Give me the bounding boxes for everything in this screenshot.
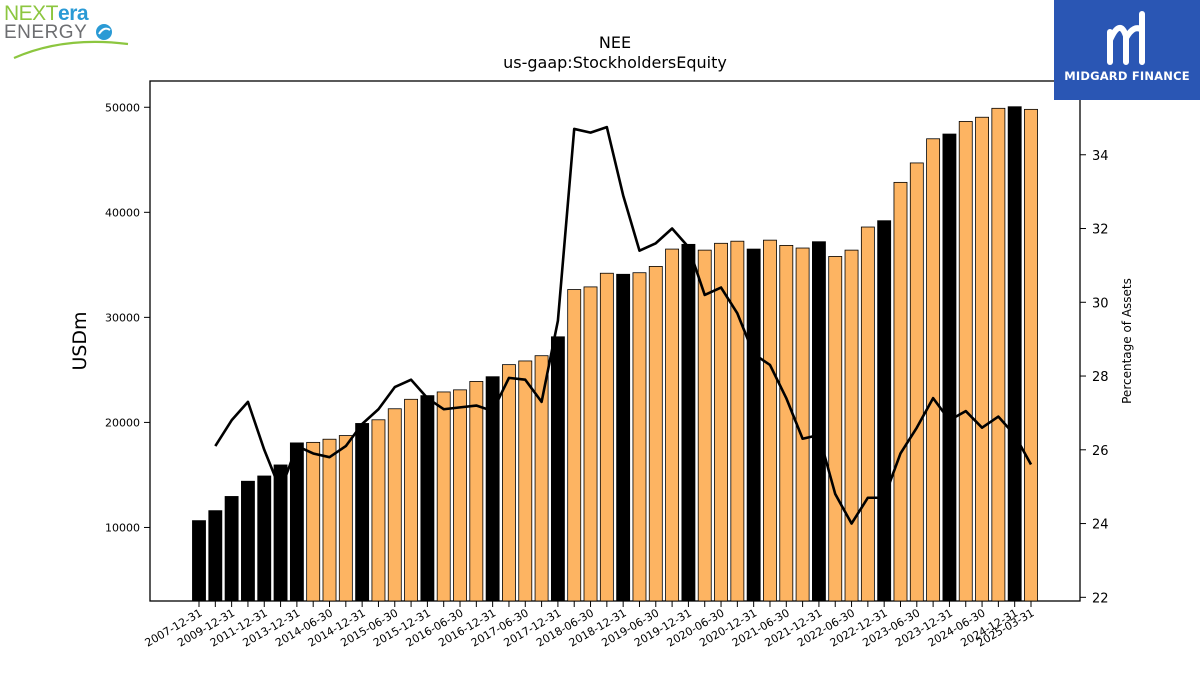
bar: [616, 273, 631, 602]
bar: [812, 241, 826, 602]
bar: [371, 419, 386, 602]
bar: [1024, 108, 1038, 602]
bar: [763, 239, 777, 602]
bar: [502, 364, 516, 602]
bar: [958, 121, 973, 602]
bar: [208, 510, 223, 602]
y-tick-label: 50000: [105, 101, 140, 114]
bar: [518, 360, 533, 602]
bar: [338, 435, 353, 602]
bar: [289, 442, 304, 602]
bar: [534, 355, 549, 602]
bar: [860, 226, 875, 602]
bar: [599, 272, 614, 602]
y-axis-label: USDm: [69, 311, 91, 370]
plot-frame: [149, 80, 1081, 602]
y2-tick-label: 28: [1092, 370, 1109, 385]
bar: [387, 408, 402, 602]
y-tick-label: 30000: [105, 311, 140, 324]
y-tick-label: 40000: [105, 206, 140, 219]
bar: [241, 480, 255, 602]
y2-tick-label: 24: [1092, 518, 1109, 533]
bar: [893, 181, 908, 602]
chart-subtitle: us-gaap:StockholdersEquity: [503, 53, 727, 72]
bar: [828, 256, 843, 602]
bar: [420, 395, 435, 602]
chart-title: NEE: [599, 33, 631, 52]
bar: [665, 248, 680, 602]
bar: [550, 336, 565, 602]
bar: [1007, 106, 1022, 602]
y2-tick-label: 26: [1092, 444, 1109, 459]
bar: [909, 162, 924, 602]
bar: [844, 249, 859, 602]
bar: [632, 272, 647, 602]
bar: [404, 398, 418, 602]
bar: [975, 116, 989, 602]
bar: [273, 464, 288, 602]
midgard-finance-logo: MIDGARD FINANCE: [1054, 0, 1200, 100]
bar: [322, 438, 337, 602]
nextera-energy-logo: NEXTera ENERGY: [4, 2, 134, 62]
bar: [746, 248, 761, 602]
bar: [192, 520, 206, 602]
bar: [355, 423, 370, 602]
y2-tick-label: 34: [1092, 149, 1109, 164]
bar: [991, 107, 1006, 602]
y2-tick-label: 22: [1092, 591, 1109, 606]
bar: [926, 138, 941, 602]
bar: [779, 244, 794, 602]
y-tick-label: 20000: [105, 416, 140, 429]
energy-swirl-icon: [96, 24, 112, 40]
bar: [942, 133, 957, 602]
bar: [436, 391, 451, 602]
bar: [224, 496, 239, 602]
bar: [257, 475, 272, 602]
bar: [681, 243, 696, 602]
bar: [583, 286, 598, 602]
y2-tick-label: 32: [1092, 223, 1109, 238]
bar: [877, 220, 892, 602]
y-tick-label: 10000: [105, 521, 140, 534]
bar: [567, 289, 582, 602]
y2-tick-label: 30: [1092, 296, 1109, 311]
bar: [306, 441, 321, 602]
bar: [730, 240, 745, 602]
bar: [469, 381, 484, 602]
bar: [648, 266, 663, 602]
bar: [697, 249, 712, 602]
bar: [453, 389, 467, 602]
y2-axis-label: Percentage of Assets: [1120, 278, 1134, 404]
percentage-line: [214, 125, 1033, 525]
midgard-mark-icon: [1107, 11, 1145, 65]
